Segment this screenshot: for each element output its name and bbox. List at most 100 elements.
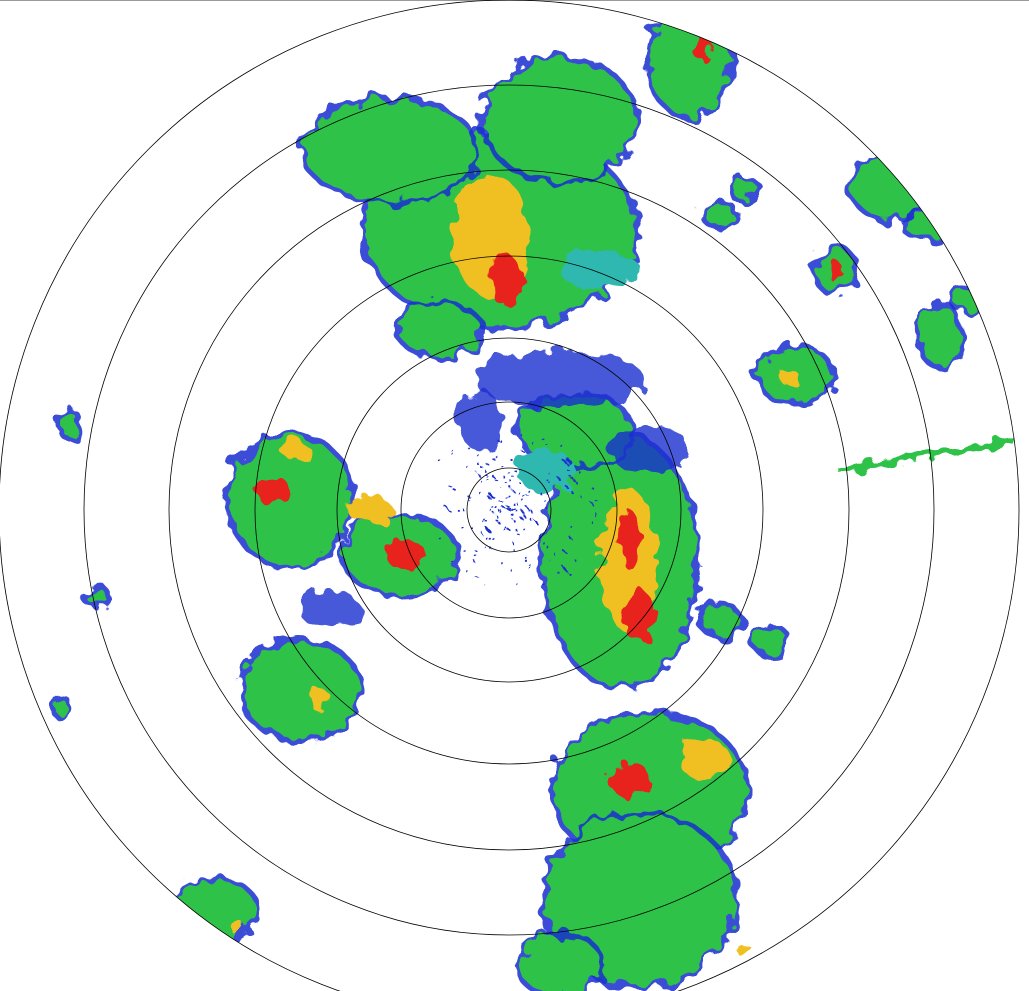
- clutter: [468, 524, 471, 527]
- clutter: [452, 561, 455, 564]
- clutter: [528, 565, 531, 568]
- clutter: [504, 515, 507, 518]
- clutter: [591, 510, 594, 513]
- clutter: [438, 536, 441, 539]
- clutter: [571, 477, 574, 480]
- echo: [386, 540, 426, 570]
- clutter: [517, 533, 520, 536]
- clutter: [485, 520, 488, 523]
- clutter: [520, 434, 523, 437]
- clutter: [488, 530, 491, 533]
- echo: [754, 628, 786, 652]
- clutter: [509, 510, 512, 513]
- echo: [622, 589, 654, 641]
- clutter: [466, 445, 469, 448]
- clutter: [456, 457, 459, 460]
- clutter: [568, 462, 571, 465]
- clutter: [491, 500, 494, 503]
- echo: [308, 690, 332, 710]
- clutter: [510, 487, 513, 490]
- echo: [62, 413, 78, 437]
- echo: [920, 305, 960, 365]
- clutter: [526, 562, 529, 565]
- clutter: [457, 522, 460, 525]
- clutter: [492, 511, 495, 514]
- clutter: [501, 513, 504, 516]
- clutter: [500, 492, 503, 495]
- clutter: [578, 471, 581, 474]
- clutter: [598, 502, 601, 505]
- echo: [458, 390, 502, 450]
- clutter: [481, 470, 484, 473]
- clutter: [493, 477, 496, 480]
- clutter: [520, 512, 523, 515]
- clutter: [543, 489, 546, 492]
- echo: [650, 5, 730, 115]
- clutter: [593, 489, 596, 492]
- clutter: [517, 492, 520, 495]
- clutter: [563, 484, 566, 487]
- clutter: [476, 563, 479, 566]
- clutter: [479, 579, 482, 582]
- clutter: [530, 441, 533, 444]
- clutter: [542, 498, 545, 501]
- clutter: [573, 479, 576, 482]
- clutter: [483, 535, 486, 538]
- echo: [348, 496, 392, 524]
- echo-spoke: [838, 436, 1015, 474]
- clutter: [465, 569, 468, 572]
- clutter: [476, 557, 479, 560]
- clutter: [501, 501, 504, 504]
- clutter: [486, 462, 489, 465]
- echo: [400, 305, 480, 355]
- clutter: [528, 509, 531, 512]
- clutter: [498, 509, 501, 512]
- clutter: [509, 568, 512, 571]
- clutter: [541, 536, 544, 539]
- clutter: [522, 557, 525, 560]
- clutter: [514, 528, 517, 531]
- clutter: [565, 552, 568, 555]
- clutter: [589, 519, 592, 522]
- echo: [828, 262, 844, 282]
- clutter: [475, 550, 478, 553]
- echo: [705, 205, 735, 225]
- echo: [608, 764, 652, 796]
- clutter: [500, 501, 503, 504]
- clutter: [535, 488, 538, 491]
- echo: [852, 153, 928, 217]
- clutter: [480, 465, 483, 468]
- clutter: [511, 509, 514, 512]
- clutter: [509, 507, 512, 510]
- range-ring: [466, 467, 552, 553]
- clutter: [572, 557, 575, 560]
- clutter: [452, 488, 455, 491]
- clutter: [494, 508, 497, 511]
- echo: [300, 590, 360, 630]
- clutter: [517, 584, 520, 587]
- clutter: [546, 470, 549, 473]
- clutter: [528, 516, 531, 519]
- echo: [905, 213, 945, 237]
- echo: [610, 425, 690, 475]
- clutter: [570, 538, 573, 541]
- clutter: [487, 522, 490, 525]
- clutter: [513, 461, 516, 464]
- clutter: [503, 476, 506, 479]
- clutter: [531, 517, 534, 520]
- clutter: [524, 497, 527, 500]
- clutter: [566, 463, 569, 466]
- clutter: [559, 443, 562, 446]
- clutter: [495, 438, 498, 441]
- clutter: [547, 508, 550, 511]
- clutter: [520, 510, 523, 513]
- echo: [305, 100, 475, 200]
- echo: [780, 370, 800, 386]
- echo: [242, 642, 358, 738]
- clutter: [542, 538, 545, 541]
- echo: [230, 435, 350, 565]
- echo: [702, 606, 738, 634]
